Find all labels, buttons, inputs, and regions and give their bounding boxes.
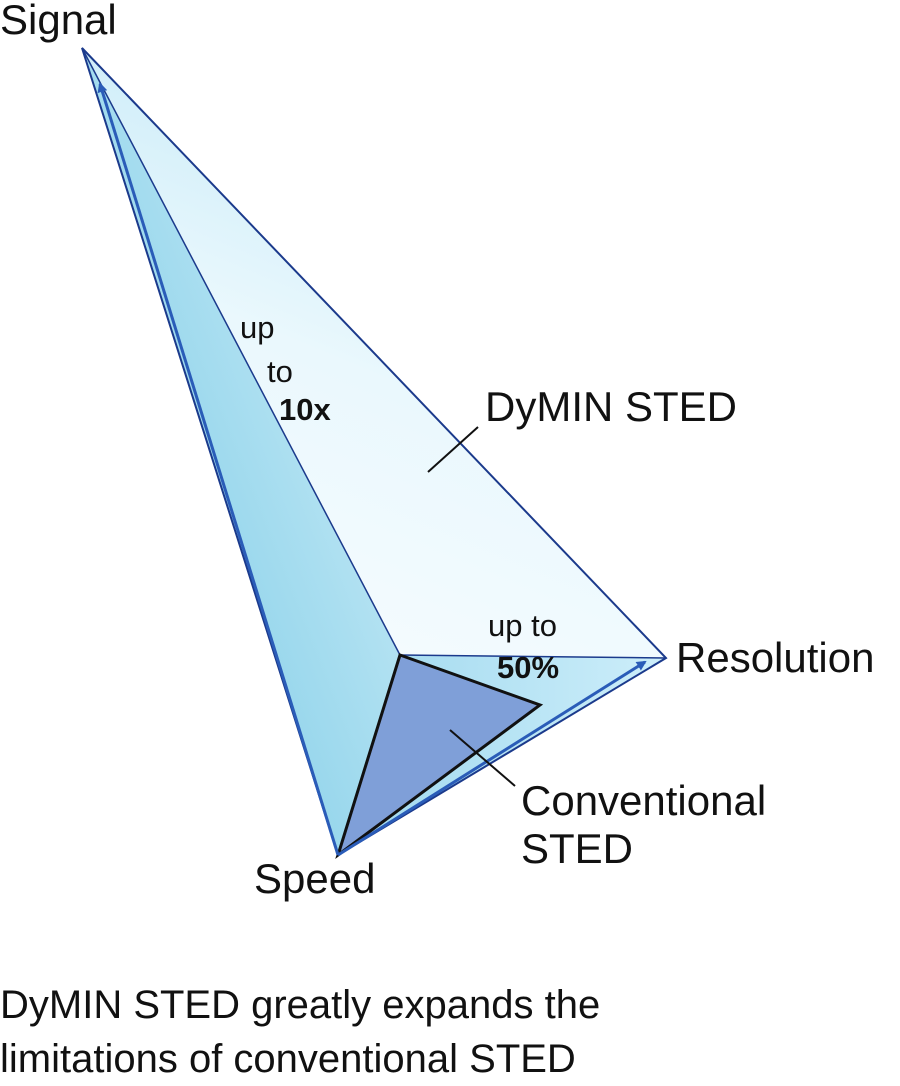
conventional-sted-label-line2: STED xyxy=(521,825,633,872)
dymin-face-left xyxy=(82,48,400,855)
resolution-arrow xyxy=(337,660,647,857)
resolution-gain-line1: up to xyxy=(488,608,557,643)
dymin-outline xyxy=(81,47,668,857)
signal-gain-line2: to xyxy=(267,354,293,389)
signal-gain-value: 10x xyxy=(279,392,331,427)
dymin-leader-line xyxy=(427,426,479,473)
dymin-inner-edge-left xyxy=(81,47,401,656)
conventional-sted-label-line1: Conventional xyxy=(521,777,766,824)
caption-line-2: limitations of conventional STED xyxy=(0,1037,576,1081)
dymin-sted-label: DyMIN STED xyxy=(485,383,737,430)
speed-axis-label: Speed xyxy=(254,855,375,902)
figure-caption: DyMIN STED greatly expands the limitatio… xyxy=(0,978,900,1086)
signal-gain-line1: up xyxy=(240,310,274,345)
conventional-sted-region xyxy=(335,653,544,859)
signal-arrow xyxy=(97,82,340,856)
caption-line-1: DyMIN STED greatly expands the xyxy=(0,983,601,1027)
conventional-leader-line xyxy=(449,729,516,787)
signal-axis-label: Signal xyxy=(0,0,117,43)
resolution-axis-label: Resolution xyxy=(676,634,874,681)
resolution-gain-value: 50% xyxy=(497,650,559,685)
dymin-inner-edge-bottom xyxy=(399,654,667,659)
